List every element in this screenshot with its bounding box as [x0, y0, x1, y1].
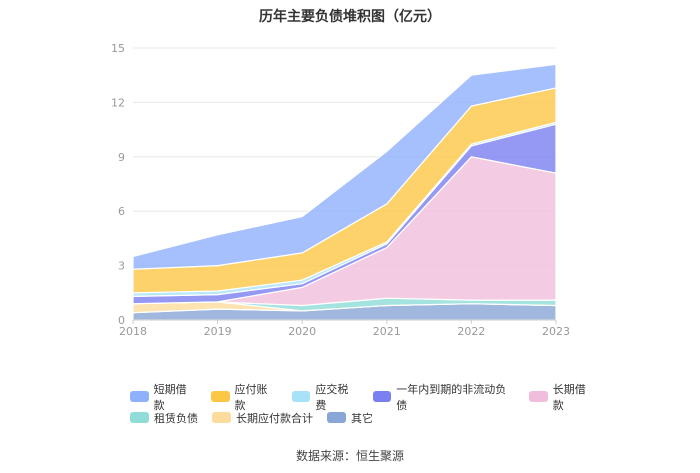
legend-item[interactable]: 一年内到期的非流动负债 — [372, 381, 516, 413]
x-tick-label: 2020 — [288, 325, 316, 338]
legend-label: 长期应付款合计 — [236, 411, 313, 425]
legend-swatch — [212, 412, 231, 423]
x-tick-label: 2018 — [119, 325, 147, 338]
y-tick-label: 0 — [118, 314, 125, 327]
y-tick-label: 9 — [118, 151, 125, 164]
y-tick-label: 6 — [118, 205, 125, 218]
x-tick-label: 2021 — [373, 325, 401, 338]
legend-label: 租赁负债 — [154, 411, 198, 425]
legend-item[interactable]: 应交税费 — [291, 381, 359, 413]
legend-swatch — [327, 412, 346, 423]
legend-item[interactable]: 长期应付款合计 — [212, 410, 313, 426]
axes: 0 3 6 9 12 15 2018 2019 2020 2021 2022 2023 — [111, 42, 570, 338]
legend-row: 租赁负债 长期应付款合计 其它 — [130, 407, 610, 428]
legend-item[interactable]: 其它 — [327, 410, 373, 426]
legend-item[interactable]: 短期借款 — [130, 381, 197, 413]
legend-label: 应交税费 — [315, 382, 349, 412]
legend-swatch — [372, 391, 392, 402]
legend-swatch — [210, 391, 230, 402]
stacked-area-chart: 0 3 6 9 12 15 2018 2019 2020 2021 2022 2023 — [111, 42, 570, 338]
legend-swatch — [529, 391, 548, 402]
legend-label: 其它 — [351, 411, 373, 425]
legend-item[interactable]: 租赁负债 — [130, 410, 198, 426]
legend-swatch — [130, 412, 149, 423]
legend-swatch — [130, 391, 149, 402]
x-tick-label: 2019 — [204, 325, 232, 338]
y-tick-label: 12 — [111, 96, 125, 109]
legend-item[interactable]: 应付账款 — [210, 381, 278, 413]
area-短期借款 — [132, 63, 557, 270]
legend: 短期借款 应付账款 应交税费 一年内到期的非流动负债 长期借款租赁负债 长期应付款合计 其它 — [130, 383, 610, 428]
y-tick-label: 3 — [118, 260, 125, 273]
legend-item[interactable]: 长期借款 — [529, 381, 596, 413]
legend-label: 短期借款 — [153, 382, 187, 412]
x-tick-label: 2023 — [542, 325, 570, 338]
legend-label: 长期借款 — [552, 382, 586, 412]
legend-label: 应付账款 — [234, 382, 268, 412]
chart-title: 历年主要负债堆积图（亿元） — [259, 9, 441, 25]
data-source-note: 数据来源：恒生聚源 — [295, 449, 404, 463]
legend-label: 一年内到期的非流动负债 — [396, 382, 507, 412]
legend-swatch — [291, 391, 311, 402]
legend-row: 短期借款 应付账款 应交税费 一年内到期的非流动负债 长期借款 — [130, 383, 610, 412]
x-tick-label: 2022 — [457, 325, 485, 338]
y-tick-label: 15 — [111, 42, 125, 55]
area-series-group — [132, 63, 557, 321]
